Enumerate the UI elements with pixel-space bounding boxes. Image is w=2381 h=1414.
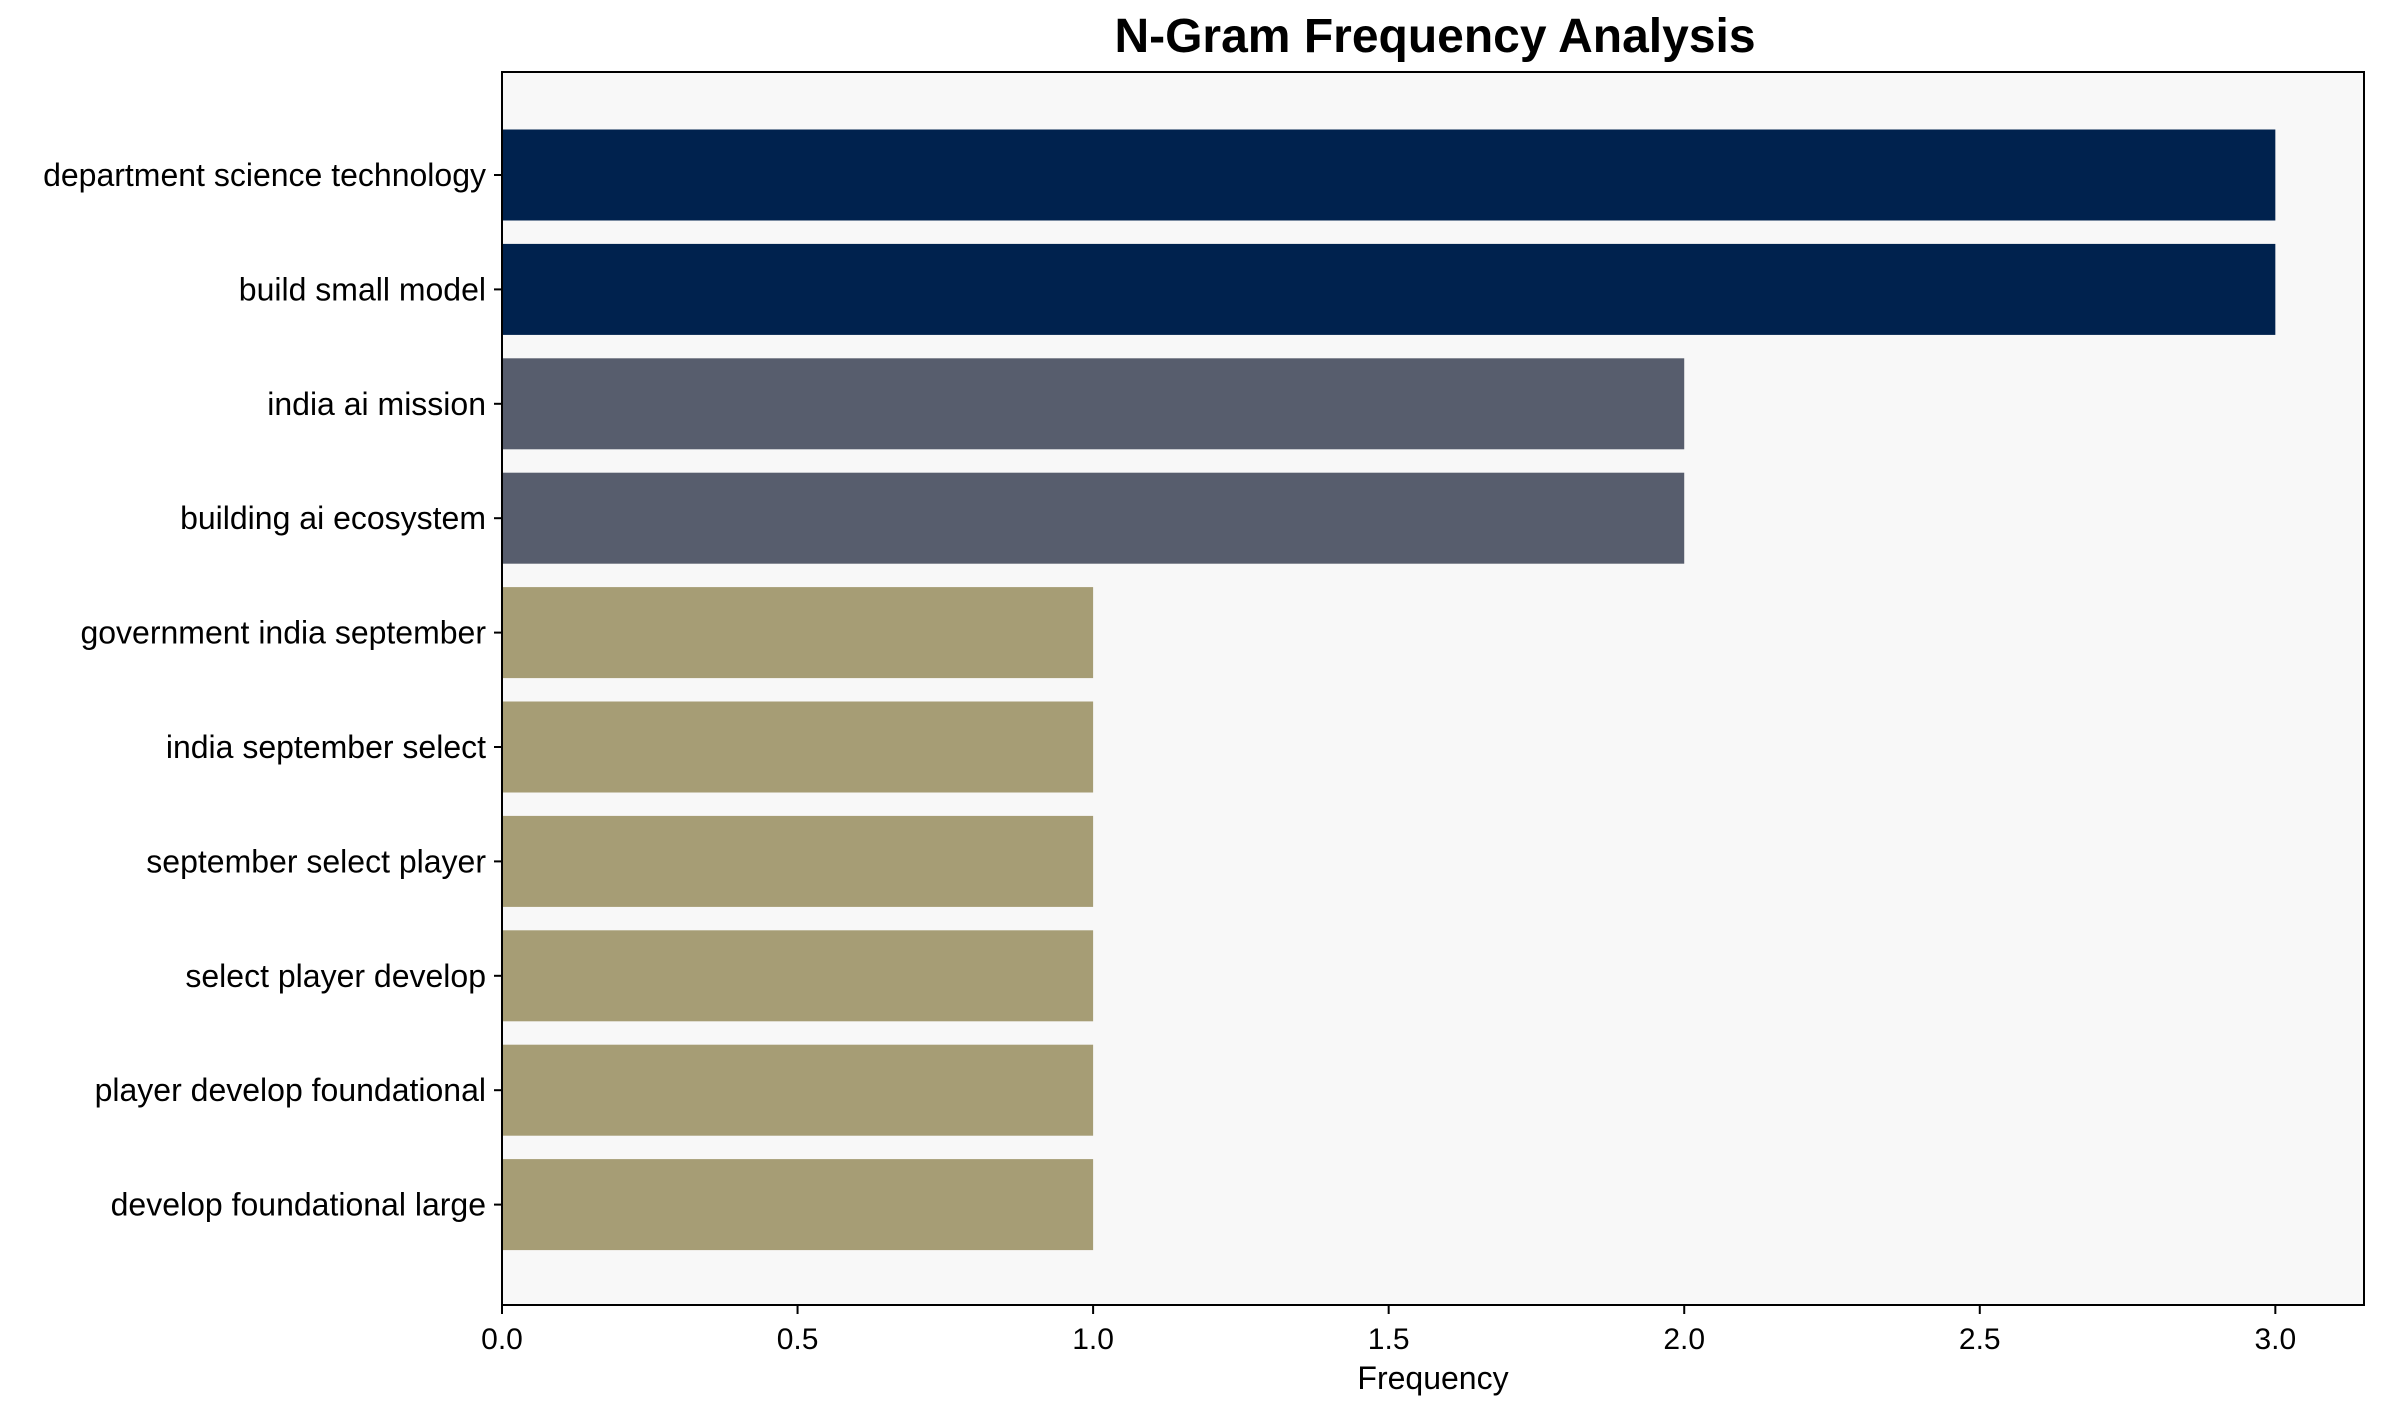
category-label: building ai ecosystem bbox=[180, 500, 486, 536]
x-axis-label: Frequency bbox=[1357, 1360, 1508, 1396]
x-tick-label: 0.0 bbox=[481, 1323, 523, 1356]
bar-9 bbox=[502, 1044, 1094, 1136]
category-label: build small model bbox=[239, 271, 486, 307]
bar-2 bbox=[502, 243, 2276, 335]
bar-10 bbox=[502, 1159, 1094, 1251]
category-label: india september select bbox=[166, 729, 486, 765]
category-label: develop foundational large bbox=[111, 1187, 486, 1223]
category-label: department science technology bbox=[43, 157, 486, 193]
x-tick-label: 1.5 bbox=[1368, 1323, 1410, 1356]
plot-frame bbox=[501, 71, 2365, 1306]
bar-6 bbox=[502, 701, 1094, 793]
bars-layer bbox=[502, 129, 2276, 1251]
bar-5 bbox=[502, 587, 1094, 679]
x-tick-label: 2.5 bbox=[1959, 1323, 2001, 1356]
x-tick-label: 3.0 bbox=[2254, 1323, 2296, 1356]
category-label: india ai mission bbox=[267, 386, 486, 422]
bar-1 bbox=[502, 129, 2276, 221]
category-label: select player develop bbox=[185, 958, 486, 994]
bar-4 bbox=[502, 472, 1685, 564]
x-tick-label: 1.0 bbox=[1072, 1323, 1114, 1356]
bar-7 bbox=[502, 815, 1094, 907]
category-label: september select player bbox=[146, 843, 486, 879]
category-label: player develop foundational bbox=[95, 1072, 486, 1108]
chart-title: N-Gram Frequency Analysis bbox=[1114, 10, 1755, 63]
x-axis-ticks: 0.0 0.5 1.0 1.5 2.0 2.5 3.0 bbox=[481, 1305, 2296, 1356]
category-labels: department science technology build small… bbox=[43, 157, 502, 1223]
category-label: government india september bbox=[80, 615, 486, 651]
bar-8 bbox=[502, 930, 1094, 1022]
x-tick-label: 0.5 bbox=[777, 1323, 819, 1356]
x-tick-label: 2.0 bbox=[1663, 1323, 1705, 1356]
bar-3 bbox=[502, 358, 1685, 450]
